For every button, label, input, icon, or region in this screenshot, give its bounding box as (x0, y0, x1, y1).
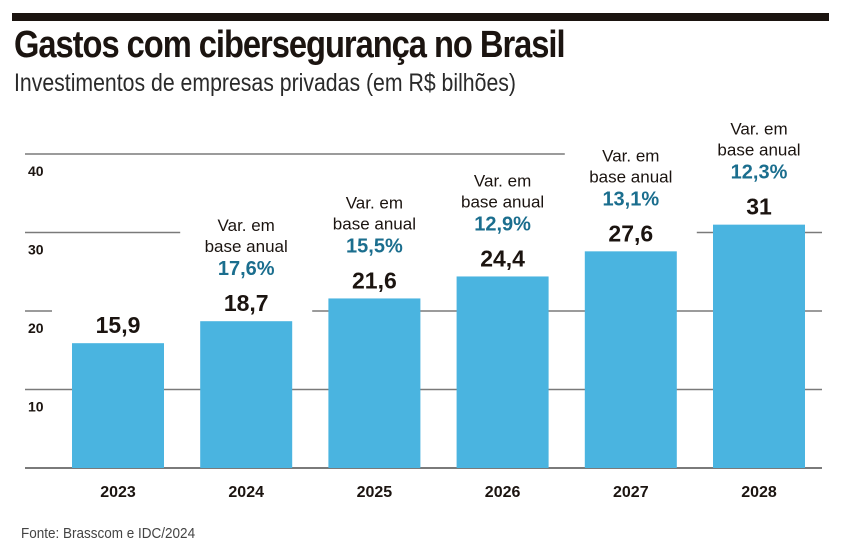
label-mask (308, 180, 441, 297)
variation-caption: base anual (717, 141, 800, 160)
label-mask (52, 309, 184, 342)
value-label: 27,6 (608, 220, 653, 246)
variation-caption: base anual (461, 192, 544, 211)
x-tick-label: 2023 (100, 484, 136, 501)
title-rule (12, 13, 829, 21)
value-label: 15,9 (96, 312, 141, 338)
y-tick-label: 20 (28, 320, 44, 336)
variation-percent: 13,1% (602, 188, 659, 210)
value-label: 31 (746, 194, 772, 220)
bar-2026 (456, 276, 549, 468)
chart-subtitle: Investimentos de empresas privadas (em R… (14, 69, 516, 97)
variation-caption: Var. em (474, 171, 531, 190)
label-mask (436, 158, 569, 275)
label-mask (180, 203, 313, 320)
variation-caption: Var. em (730, 120, 787, 139)
value-label: 21,6 (352, 267, 397, 293)
variation-caption: base anual (333, 214, 416, 233)
bar-2027 (584, 251, 677, 468)
x-tick-label: 2024 (228, 484, 264, 501)
x-tick-label: 2025 (357, 484, 393, 501)
x-tick-label: 2028 (741, 484, 777, 501)
y-tick-label: 10 (28, 399, 44, 415)
bar-2023 (72, 343, 164, 468)
variation-percent: 12,3% (731, 162, 788, 184)
variation-caption: base anual (205, 237, 288, 256)
bar-2028 (713, 224, 805, 468)
value-label: 24,4 (480, 245, 525, 271)
chart-title: Gastos com cibersegurança no Brasil (14, 24, 566, 66)
variation-caption: base anual (589, 167, 672, 186)
variation-caption: Var. em (218, 216, 275, 235)
y-tick-label: 40 (28, 163, 44, 179)
variation-percent: 17,6% (218, 258, 275, 280)
source-note: Fonte: Brasscom e IDC/2024 (21, 525, 196, 542)
variation-caption: Var. em (346, 193, 403, 212)
value-label: 18,7 (224, 290, 269, 316)
bar-2024 (200, 321, 293, 468)
label-mask (693, 106, 825, 223)
bar-2025 (328, 298, 421, 468)
variation-caption: Var. em (602, 146, 659, 165)
variation-percent: 12,9% (474, 213, 531, 235)
bar-chart: 10 20 30 40 15,9 2023 18,7 Var. em base anual 17,… (25, 106, 825, 501)
x-tick-label: 2027 (613, 484, 649, 501)
label-mask (564, 133, 697, 250)
x-tick-label: 2026 (485, 484, 521, 501)
y-tick-label: 30 (28, 242, 44, 258)
variation-percent: 15,5% (346, 235, 403, 257)
